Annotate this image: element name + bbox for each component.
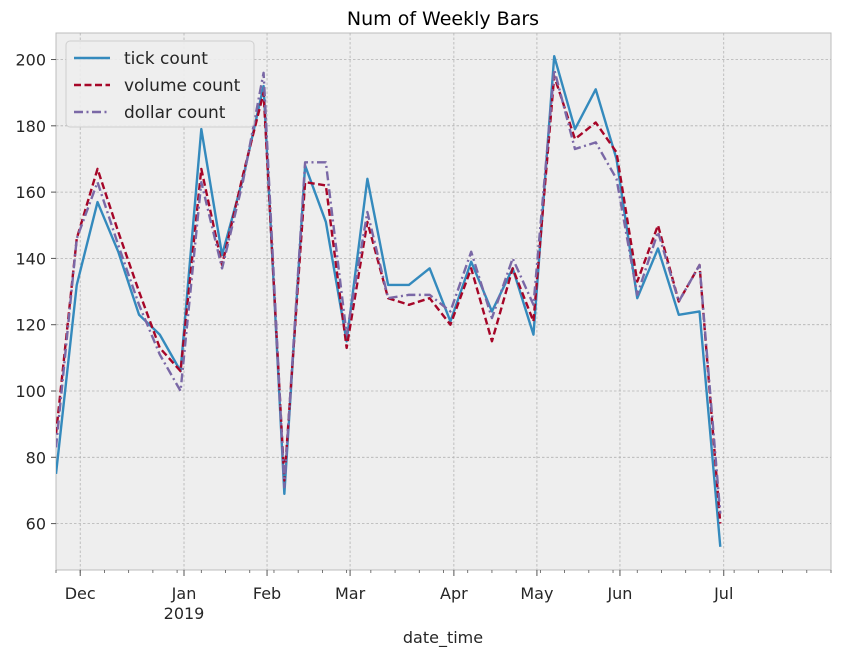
legend-label: volume count xyxy=(124,76,241,96)
x-tick-label: Apr xyxy=(440,584,468,603)
x-tick-label: May xyxy=(520,584,553,603)
legend-label: tick count xyxy=(124,49,208,69)
legend-box xyxy=(65,40,255,128)
x-tick-label: Mar xyxy=(335,584,366,603)
y-tick-label: 160 xyxy=(15,183,46,202)
x-tick-label: Jan xyxy=(171,584,197,603)
x-tick-label: Dec xyxy=(65,584,96,603)
x-tick-label: Jul xyxy=(713,584,733,603)
y-axis: 60 80 100 120 140 160 180 200 xyxy=(15,51,56,534)
x-tick-label: Feb xyxy=(253,584,281,603)
legend-label: dollar count xyxy=(124,103,226,123)
series-layer xyxy=(56,55,722,547)
x-tick-sublabel: 2019 xyxy=(164,604,205,623)
y-tick-label: 80 xyxy=(26,448,46,467)
legend: tick count volume count dollar count xyxy=(65,40,255,128)
y-tick-label: 200 xyxy=(15,51,46,70)
x-axis-title: date_time xyxy=(403,628,483,648)
y-tick-label: 140 xyxy=(15,249,46,268)
series-line-tick-count xyxy=(56,55,722,547)
y-tick-label: 100 xyxy=(15,382,46,401)
y-tick-label: 60 xyxy=(26,515,46,534)
y-tick-label: 120 xyxy=(15,316,46,335)
x-tick-label: Jun xyxy=(606,584,632,603)
y-tick-label: 180 xyxy=(15,117,46,136)
series-line-volume-count xyxy=(56,74,722,524)
chart-title: Num of Weekly Bars xyxy=(347,8,539,30)
